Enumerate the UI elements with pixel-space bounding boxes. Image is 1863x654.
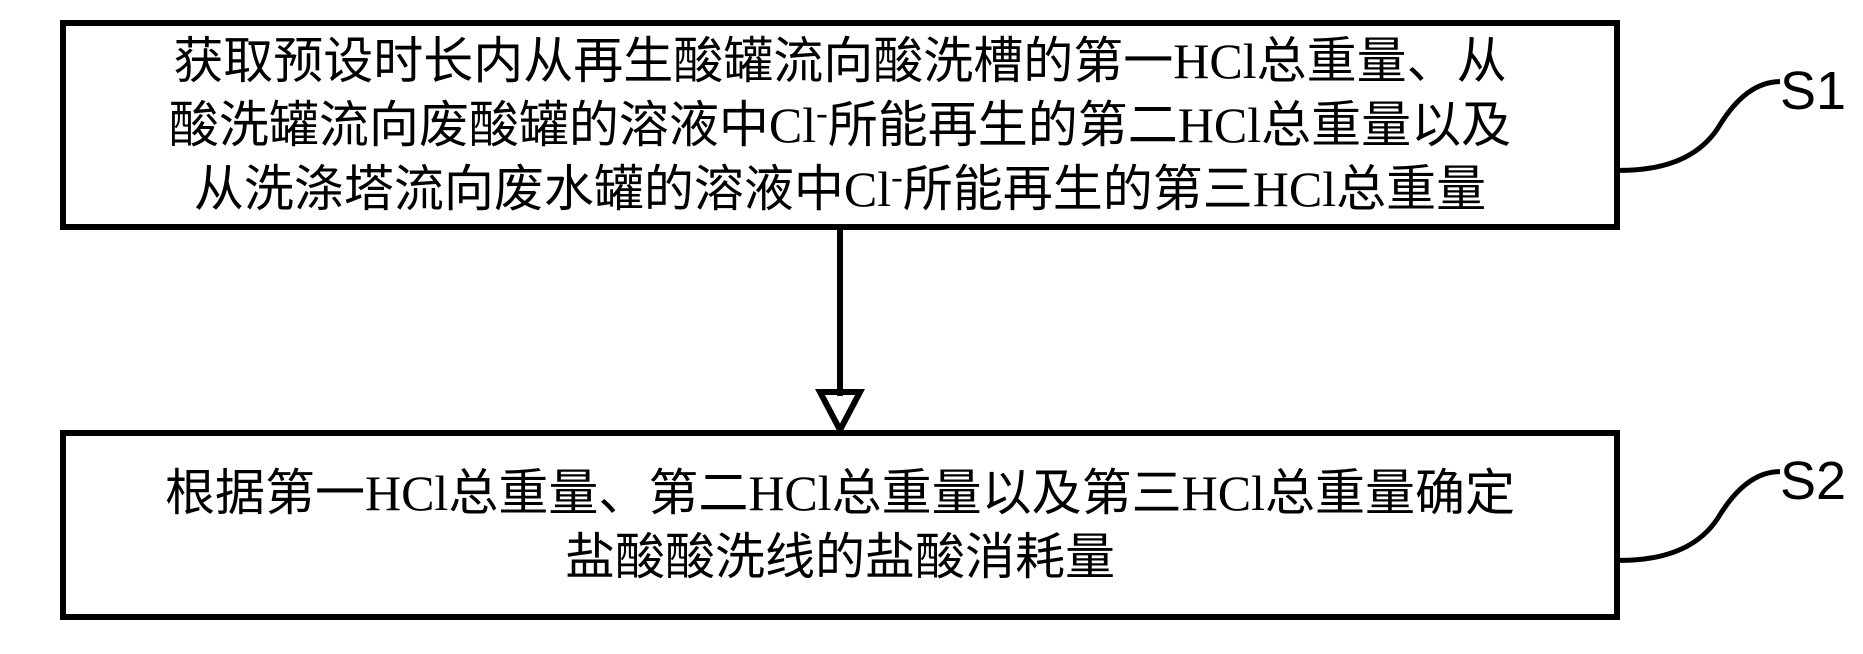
text: 从洗涤塔流向废水罐的溶液中Cl <box>194 161 891 217</box>
superscript: - <box>891 157 903 196</box>
text: 所能再生的第三HCl总重量 <box>903 161 1486 217</box>
flowchart-arrow <box>780 230 900 430</box>
box2-line1: 根据第一HCl总重量、第二HCl总重量以及第三HCl总重量确定 <box>165 461 1515 525</box>
step-label-s1: S1 <box>1780 60 1846 122</box>
curve-icon <box>1620 450 1780 570</box>
curve-icon <box>1620 60 1780 180</box>
flowchart-step-s2: 根据第一HCl总重量、第二HCl总重量以及第三HCl总重量确定 盐酸酸洗线的盐酸… <box>60 430 1620 620</box>
text: 获取预设时长内从再生酸罐流向酸洗槽的第一HCl总重量、从 <box>173 33 1506 89</box>
step-label-s2: S2 <box>1780 450 1846 512</box>
box1-line2: 酸洗罐流向废酸罐的溶液中Cl-所能再生的第二HCl总重量以及 <box>169 93 1511 157</box>
box1-line1: 获取预设时长内从再生酸罐流向酸洗槽的第一HCl总重量、从 <box>173 29 1506 93</box>
arrow-down-icon <box>780 230 900 430</box>
box1-line3: 从洗涤塔流向废水罐的溶液中Cl-所能再生的第三HCl总重量 <box>194 157 1486 221</box>
text: 所能再生的第二HCl总重量以及 <box>828 97 1511 153</box>
label-connector-s2 <box>1620 450 1780 570</box>
superscript: - <box>816 93 828 132</box>
label-connector-s1 <box>1620 60 1780 180</box>
text: 酸洗罐流向废酸罐的溶液中Cl <box>169 97 816 153</box>
flowchart-canvas: 获取预设时长内从再生酸罐流向酸洗槽的第一HCl总重量、从 酸洗罐流向废酸罐的溶液… <box>0 0 1863 654</box>
box2-line2: 盐酸酸洗线的盐酸消耗量 <box>565 525 1115 589</box>
flowchart-step-s1: 获取预设时长内从再生酸罐流向酸洗槽的第一HCl总重量、从 酸洗罐流向废酸罐的溶液… <box>60 20 1620 230</box>
